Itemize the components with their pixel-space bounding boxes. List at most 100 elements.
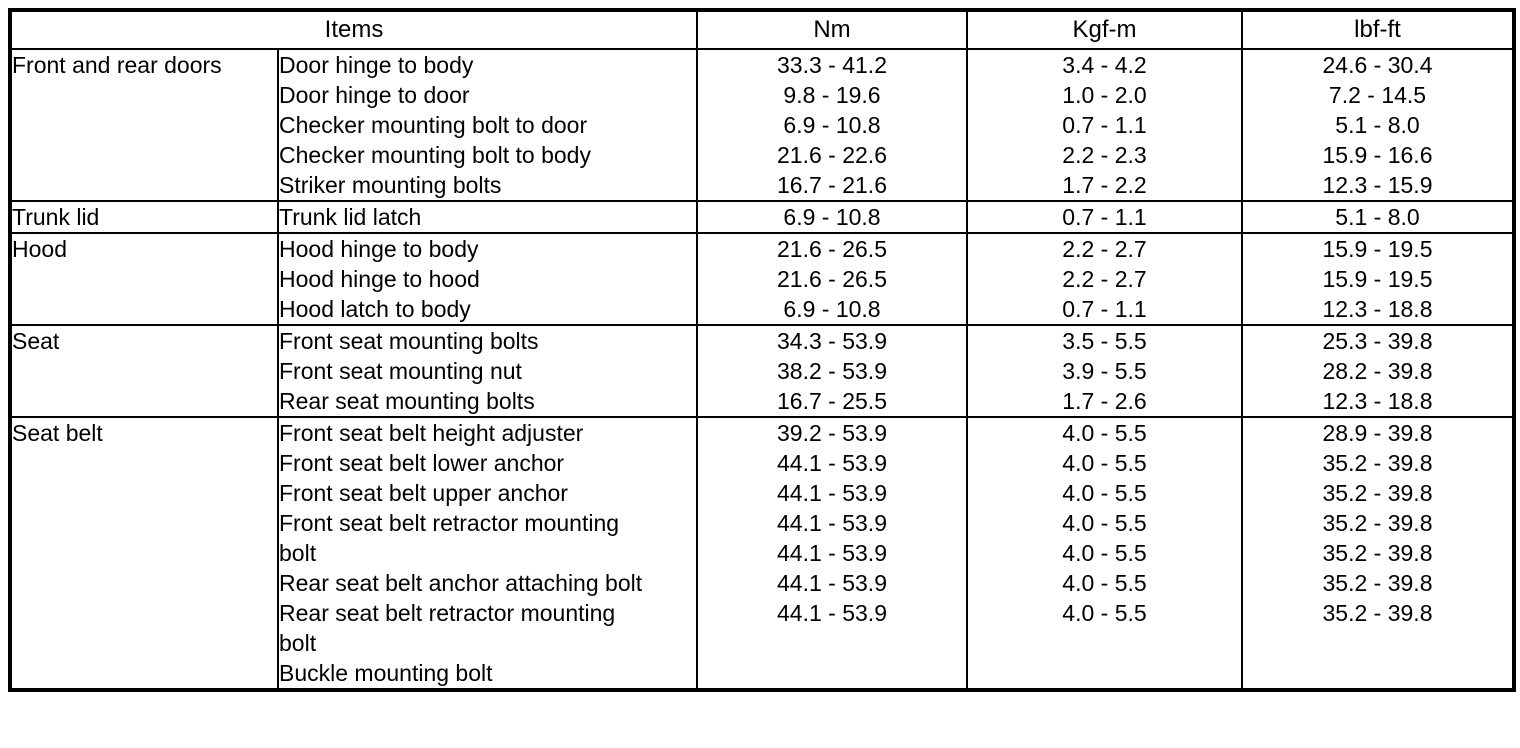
header-nm: Nm	[696, 9, 968, 50]
lbfft-values-cell: 5.1 - 8.0	[1241, 200, 1515, 234]
torque-value-lbfft: 35.2 - 39.8	[1322, 480, 1433, 506]
torque-value-lbfft: 35.2 - 39.8	[1322, 540, 1433, 566]
item-label: bolt	[279, 630, 317, 656]
category-label: Trunk lid	[12, 204, 100, 230]
torque-value-lbfft: 12.3 - 18.8	[1322, 388, 1433, 414]
category-cell: Hood	[9, 232, 279, 326]
torque-value-nm: 44.1 - 53.9	[777, 600, 887, 626]
torque-value-kgfm: 0.7 - 1.1	[1062, 296, 1147, 322]
torque-value-lbfft: 15.9 - 19.5	[1322, 236, 1433, 262]
torque-value-nm: 21.6 - 22.6	[777, 142, 887, 168]
table-row: Front and rear doors Door hinge to body D…	[9, 48, 1515, 202]
category-label: Hood	[12, 236, 67, 262]
table-row: Hood Hood hinge to body Hood hinge to hoo…	[9, 232, 1515, 326]
torque-value-kgfm: 4.0 - 5.5	[1062, 450, 1147, 476]
item-label: Hood hinge to hood	[279, 266, 480, 292]
table-body: Front and rear doors Door hinge to body D…	[9, 48, 1515, 691]
table-row: Seat belt Front seat belt height adjuste…	[9, 416, 1515, 691]
torque-value-lbfft: 25.3 - 39.8	[1322, 328, 1433, 354]
torque-value-lbfft: 5.1 - 8.0	[1335, 112, 1420, 138]
table-row: Seat Front seat mounting bolts Front seat…	[9, 324, 1515, 418]
item-label: Front seat belt upper anchor	[279, 480, 568, 506]
item-label: Front seat mounting nut	[279, 358, 522, 384]
kgfm-values-cell: 2.2 - 2.7 2.2 - 2.7 0.7 - 1.1	[966, 232, 1243, 326]
torque-value-lbfft: 15.9 - 19.5	[1322, 266, 1433, 292]
torque-value-lbfft: 12.3 - 18.8	[1322, 296, 1433, 322]
torque-spec-table: Items Nm Kgf-m lbf-ft Front and rear doo…	[8, 8, 1516, 692]
item-label: Rear seat belt anchor attaching bolt	[279, 570, 643, 596]
torque-value-lbfft: 5.1 - 8.0	[1335, 204, 1420, 230]
item-label: Door hinge to door	[279, 82, 470, 108]
kgfm-values-cell: 3.5 - 5.5 3.9 - 5.5 1.7 - 2.6	[966, 324, 1243, 418]
torque-value-kgfm: 1.7 - 2.2	[1062, 172, 1147, 198]
kgfm-values-cell: 0.7 - 1.1	[966, 200, 1243, 234]
items-cell: Front seat belt height adjuster Front sea…	[277, 416, 698, 691]
torque-value-kgfm: 4.0 - 5.5	[1062, 510, 1147, 536]
torque-value-kgfm: 2.2 - 2.7	[1062, 236, 1147, 262]
torque-value-nm: 44.1 - 53.9	[777, 450, 887, 476]
torque-value-lbfft: 24.6 - 30.4	[1322, 52, 1433, 78]
lbfft-values-cell: 28.9 - 39.8 35.2 - 39.8 35.2 - 39.8 35.2 - …	[1241, 416, 1515, 691]
torque-value-nm: 9.8 - 19.6	[783, 82, 881, 108]
category-label: Seat belt	[12, 420, 103, 446]
torque-value-nm: 38.2 - 53.9	[777, 358, 887, 384]
lbfft-values-cell: 25.3 - 39.8 28.2 - 39.8 12.3 - 18.8	[1241, 324, 1515, 418]
items-cell: Hood hinge to body Hood hinge to hood Hood…	[277, 232, 698, 326]
torque-value-kgfm: 4.0 - 5.5	[1062, 570, 1147, 596]
torque-value-nm: 39.2 - 53.9	[777, 420, 887, 446]
header-kgfm: Kgf-m	[966, 9, 1243, 50]
torque-value-nm: 21.6 - 26.5	[777, 236, 887, 262]
torque-value-lbfft: 35.2 - 39.8	[1322, 450, 1433, 476]
item-label: Front seat belt lower anchor	[279, 450, 565, 476]
torque-value-nm: 34.3 - 53.9	[777, 328, 887, 354]
items-cell: Front seat mounting bolts Front seat moun…	[277, 324, 698, 418]
torque-value-kgfm: 4.0 - 5.5	[1062, 600, 1147, 626]
torque-value-nm: 6.9 - 10.8	[783, 296, 881, 322]
torque-value-nm: 44.1 - 53.9	[777, 510, 887, 536]
torque-value-nm: 6.9 - 10.8	[783, 204, 881, 230]
lbfft-values-cell: 24.6 - 30.4 7.2 - 14.5 5.1 - 8.0 15.9 - 16.…	[1241, 48, 1515, 202]
items-cell: Door hinge to body Door hinge to door Chec…	[277, 48, 698, 202]
torque-value-nm: 44.1 - 53.9	[777, 570, 887, 596]
item-label: Rear seat mounting bolts	[279, 388, 535, 414]
nm-values-cell: 6.9 - 10.8	[696, 200, 968, 234]
torque-value-lbfft: 35.2 - 39.8	[1322, 600, 1433, 626]
item-label: bolt	[279, 540, 317, 566]
item-label: Checker mounting bolt to body	[279, 142, 591, 168]
item-label: Striker mounting bolts	[279, 172, 502, 198]
torque-value-lbfft: 35.2 - 39.8	[1322, 510, 1433, 536]
torque-value-lbfft: 7.2 - 14.5	[1328, 82, 1427, 108]
torque-value-lbfft: 28.9 - 39.8	[1322, 420, 1433, 446]
item-label: Buckle mounting bolt	[279, 660, 493, 686]
table-row: Trunk lid Trunk lid latch 6.9 - 10.8 0.7…	[9, 200, 1515, 234]
torque-value-kgfm: 3.4 - 4.2	[1062, 52, 1147, 78]
table-header: Items Nm Kgf-m lbf-ft	[9, 9, 1515, 50]
torque-value-nm: 44.1 - 53.9	[777, 540, 887, 566]
item-label: Trunk lid latch	[279, 204, 422, 230]
torque-value-nm: 44.1 - 53.9	[777, 480, 887, 506]
torque-value-lbfft: 35.2 - 39.8	[1322, 570, 1433, 596]
torque-value-kgfm: 4.0 - 5.5	[1062, 420, 1147, 446]
item-label: Hood hinge to body	[279, 236, 479, 262]
torque-value-kgfm: 3.9 - 5.5	[1062, 358, 1147, 384]
lbfft-values-cell: 15.9 - 19.5 15.9 - 19.5 12.3 - 18.8	[1241, 232, 1515, 326]
torque-value-kgfm: 4.0 - 5.5	[1062, 540, 1147, 566]
kgfm-values-cell: 3.4 - 4.2 1.0 - 2.0 0.7 - 1.1 2.2 - 2.3 1.7 …	[966, 48, 1243, 202]
nm-values-cell: 34.3 - 53.9 38.2 - 53.9 16.7 - 25.5	[696, 324, 968, 418]
nm-values-cell: 21.6 - 26.5 21.6 - 26.5 6.9 - 10.8	[696, 232, 968, 326]
torque-value-kgfm: 0.7 - 1.1	[1062, 204, 1147, 230]
nm-values-cell: 33.3 - 41.2 9.8 - 19.6 6.9 - 10.8 21.6 - 22…	[696, 48, 968, 202]
category-label: Front and rear doors	[12, 52, 222, 78]
category-cell: Trunk lid	[9, 200, 279, 234]
torque-value-nm: 33.3 - 41.2	[777, 52, 887, 78]
category-cell: Front and rear doors	[9, 48, 279, 202]
torque-value-lbfft: 15.9 - 16.6	[1322, 142, 1433, 168]
item-label: Front seat belt height adjuster	[279, 420, 584, 446]
header-lbfft: lbf-ft	[1241, 9, 1515, 50]
torque-value-kgfm: 4.0 - 5.5	[1062, 480, 1147, 506]
item-label: Front seat mounting bolts	[279, 328, 539, 354]
category-cell: Seat	[9, 324, 279, 418]
item-label: Door hinge to body	[279, 52, 474, 78]
item-label: Front seat belt retractor mounting	[279, 510, 620, 536]
